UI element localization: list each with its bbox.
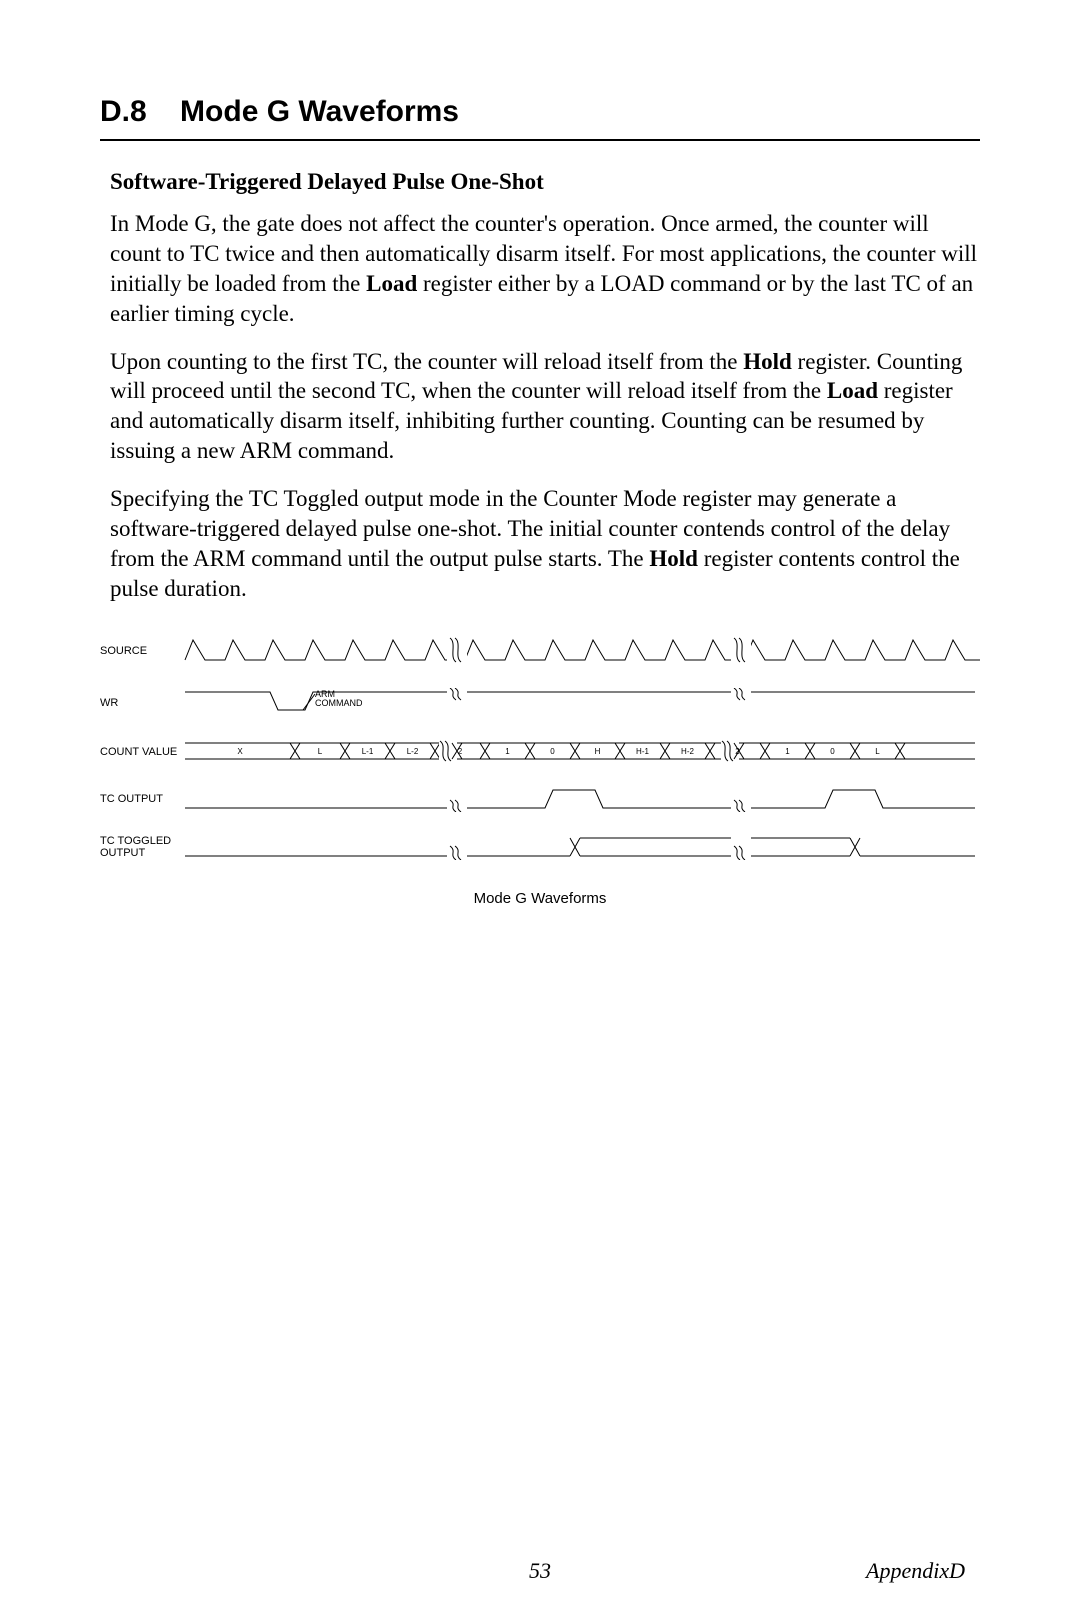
- svg-text:2: 2: [458, 747, 463, 756]
- source-row: SOURCE: [100, 636, 980, 666]
- svg-text:2: 2: [735, 747, 740, 756]
- arm-command-label: ARM COMMAND: [315, 690, 363, 708]
- page-number: 53: [529, 1558, 551, 1584]
- svg-text:L: L: [875, 747, 880, 756]
- svg-text:1: 1: [505, 747, 510, 756]
- wr-label: WR: [100, 697, 180, 709]
- svg-text:1: 1: [785, 747, 790, 756]
- paragraph-1: In Mode G, the gate does not affect the …: [110, 209, 980, 329]
- svg-text:H-2: H-2: [681, 747, 694, 756]
- section-title-text: Mode G Waveforms: [180, 95, 459, 128]
- svg-text:H-1: H-1: [636, 747, 649, 756]
- p3-bold1: Hold: [649, 546, 698, 571]
- tc-output-row: TC OUTPUT: [100, 786, 980, 812]
- svg-text:0: 0: [830, 747, 835, 756]
- tc-toggled-label: TC TOGGLED OUTPUT: [100, 835, 180, 859]
- subtitle: Software-Triggered Delayed Pulse One-Sho…: [110, 169, 980, 195]
- appendix-label: AppendixD: [866, 1558, 965, 1584]
- wr-row: WR ARM COMMAND: [100, 688, 980, 718]
- tc-output-waveform: [180, 786, 980, 812]
- arm-line2: COMMAND: [315, 699, 363, 708]
- paragraph-2: Upon counting to the first TC, the count…: [110, 347, 980, 467]
- p1-bold1: Load: [366, 271, 417, 296]
- count-row: COUNT VALUE X L L-1 L-2 2 1 0 H H-1 H-2 2 1 0 L: [100, 740, 980, 764]
- paragraph-3: Specifying the TC Toggled output mode in…: [110, 484, 980, 604]
- svg-text:0: 0: [550, 747, 555, 756]
- svg-text:H: H: [595, 747, 601, 756]
- svg-text:L: L: [318, 747, 323, 756]
- p2a: Upon counting to the first TC, the count…: [110, 349, 743, 374]
- count-label: COUNT VALUE: [100, 746, 180, 758]
- source-label: SOURCE: [100, 645, 180, 657]
- svg-text:X: X: [237, 747, 243, 756]
- p2-bold2: Load: [827, 378, 878, 403]
- svg-text:L-2: L-2: [407, 747, 419, 756]
- count-waveform: X L L-1 L-2 2 1 0 H H-1 H-2 2 1 0 L: [180, 740, 980, 764]
- diagram-caption: Mode G Waveforms: [100, 890, 980, 907]
- section-title: D.8 Mode G Waveforms: [100, 95, 980, 141]
- tc-toggled-waveform: [180, 834, 980, 860]
- p2-bold1: Hold: [743, 349, 792, 374]
- tc-output-label: TC OUTPUT: [100, 793, 180, 805]
- waveform-diagram: SOURCE WR ARM COMMAND COUNT VALUE X L L-1 L…: [100, 636, 980, 907]
- source-waveform: [180, 636, 980, 666]
- svg-text:L-1: L-1: [362, 747, 374, 756]
- wr-waveform: [180, 688, 980, 718]
- section-number: D.8: [100, 95, 147, 128]
- tc-toggled-row: TC TOGGLED OUTPUT: [100, 834, 980, 860]
